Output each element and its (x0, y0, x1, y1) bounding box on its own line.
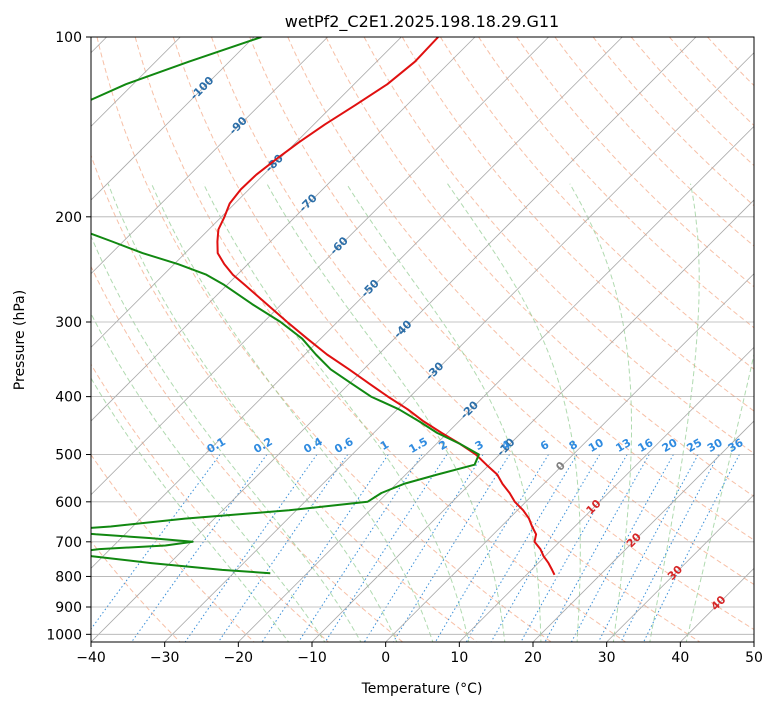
y-tick-label: 1000 (46, 627, 82, 643)
mixing-ratio-line (131, 454, 268, 642)
x-tick-label: −20 (224, 650, 254, 666)
dry-adiabat (134, 37, 626, 642)
isotherm-line (606, 494, 754, 642)
dry-adiabat (91, 265, 404, 642)
dry-adiabat (91, 153, 478, 642)
x-tick-label: −40 (76, 650, 106, 666)
dry-adiabat (172, 37, 701, 642)
dry-adiabat (439, 37, 754, 370)
mixing-ratio-line (261, 454, 389, 642)
x-tick-label: 30 (598, 650, 616, 666)
mixing-ratio-line (298, 454, 423, 642)
y-tick-label: 300 (55, 315, 82, 331)
isotherm-line (91, 37, 476, 422)
moist-adiabat (91, 377, 290, 642)
mixing-ratio-line (392, 454, 511, 642)
mixing-ratio-line (490, 454, 601, 642)
moist-adiabat (107, 183, 398, 642)
dry-adiabat (516, 37, 754, 288)
dry-adiabat (325, 37, 754, 498)
moist-adiabat (346, 183, 542, 642)
isotherm-line (459, 346, 754, 642)
dry-adiabat (287, 37, 754, 541)
x-axis-label: Temperature (°C) (361, 681, 483, 697)
isotherm-line (91, 37, 402, 348)
x-tick-label: 20 (524, 650, 542, 666)
temperature-line (216, 37, 556, 576)
y-tick-label: 100 (55, 30, 82, 46)
mixing-ratio-line (597, 454, 699, 642)
mixing-ratio-line (465, 454, 578, 642)
moist-adiabat (266, 183, 506, 642)
y-tick-label: 800 (55, 569, 82, 585)
isotherm-line (311, 199, 754, 642)
moist-adiabat (91, 312, 326, 642)
y-tick-label: 900 (55, 600, 82, 616)
moist-adiabat (91, 235, 362, 642)
moist-adiabat (202, 183, 470, 642)
x-tick-label: −10 (297, 650, 327, 666)
dry-adiabat (91, 363, 329, 642)
plot-frame (90, 36, 755, 643)
series-lines (91, 37, 556, 576)
isotherm-line (91, 37, 623, 569)
y-tick-label: 700 (55, 535, 82, 551)
x-tick-label: 10 (450, 650, 468, 666)
x-tick-label: −30 (150, 650, 180, 666)
x-tick-label: 0 (381, 650, 390, 666)
mixing-ratio-line (363, 454, 484, 642)
mixing-ratio-line (91, 454, 221, 630)
mixing-ratio-line (520, 454, 628, 642)
dry-adiabat (96, 37, 552, 642)
chart-title: wetPf2_C2E1.2025.198.18.29.G11 (285, 12, 559, 32)
moist-adiabat (151, 183, 434, 642)
isotherm-line (91, 37, 549, 496)
y-tick-label: 400 (55, 390, 82, 406)
background-lines (91, 37, 754, 642)
x-tick-label: 50 (745, 650, 763, 666)
mixing-ratio-line (434, 454, 549, 642)
y-tick-label: 500 (55, 448, 82, 464)
grid-lines (91, 37, 754, 642)
isotherm-line (91, 37, 255, 201)
x-axis-ticks: −40 −30 −20 −10 0 10 20 30 40 50 (76, 642, 763, 666)
y-axis-ticks: 100 200 300 400 500 600 700 800 900 1000 (46, 30, 91, 643)
isotherm-line (532, 420, 754, 642)
dewpoint-line (91, 37, 480, 575)
isotherm-line (164, 52, 754, 642)
y-tick-label: 200 (55, 210, 82, 226)
y-tick-label: 600 (55, 495, 82, 511)
x-tick-label: 40 (671, 650, 689, 666)
mixing-ratio-line (620, 454, 720, 642)
isotherm-line (91, 37, 328, 275)
dry-adiabat (211, 37, 754, 631)
mixing-ratio-line (324, 454, 448, 642)
dry-adiabat (401, 37, 754, 412)
moist-adiabat (569, 183, 632, 642)
dry-adiabat (249, 37, 754, 586)
y-axis-label: Pressure (hPa) (12, 290, 28, 390)
isotherm-line (385, 273, 754, 642)
dry-adiabat (630, 37, 754, 167)
isotherm-line (238, 125, 754, 642)
moist-adiabat (447, 183, 581, 642)
dry-adiabat (554, 37, 754, 247)
